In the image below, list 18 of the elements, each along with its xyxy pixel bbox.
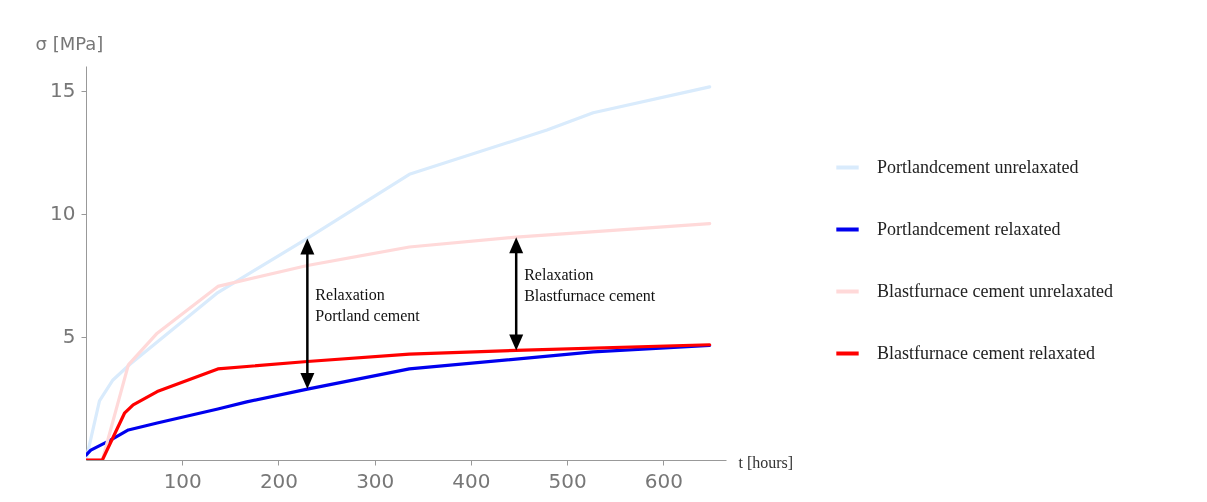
x-tick-label: 300 [356,468,395,493]
x-tick-label: 100 [163,468,202,493]
x-tick-label: 400 [452,468,491,493]
legend-label: Portlandcement unrelaxated [877,156,1079,177]
y-tick-label: 15 [50,78,76,103]
y-tick-label: 5 [62,324,76,349]
x-tick-label: 600 [644,468,684,493]
legend-label: Portlandcement relaxated [877,218,1061,239]
annotation: Relaxation Blastfurnace cement [524,266,656,305]
x-tick-label: 200 [259,468,299,493]
y-tick-label: 10 [50,201,76,226]
y-axis-title: σ [MPa] [35,32,104,54]
annotation: Relaxation Portland cement [315,286,421,325]
x-axis-title: t [hours] [738,453,794,471]
legend-label: Blastfurnace cement unrelaxated [877,280,1113,301]
legend-label: Blastfurnace cement relaxated [877,342,1095,363]
x-tick-label: 500 [548,468,587,493]
line-series [86,85,712,460]
